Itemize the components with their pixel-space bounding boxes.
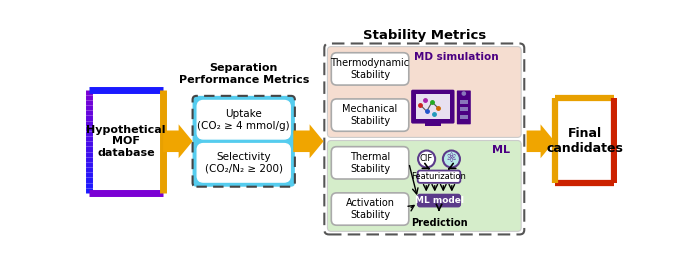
FancyBboxPatch shape [197,100,290,139]
Circle shape [443,150,460,167]
Polygon shape [163,124,192,158]
Text: Selectivity
(CO₂/N₂ ≥ 200): Selectivity (CO₂/N₂ ≥ 200) [205,152,283,174]
Bar [460,107,468,111]
Bar [460,100,468,104]
Text: ML model: ML model [414,196,464,205]
FancyBboxPatch shape [411,90,455,124]
Text: Uptake
(CO₂ ≥ 4 mmol/g): Uptake (CO₂ ≥ 4 mmol/g) [197,109,290,131]
Text: Stability Metrics: Stability Metrics [362,29,486,42]
FancyBboxPatch shape [91,92,161,191]
FancyBboxPatch shape [332,147,409,179]
Text: Thermodynamic
Stability: Thermodynamic Stability [330,58,410,80]
Text: Thermal
Stability: Thermal Stability [350,152,390,174]
Text: Final
candidates: Final candidates [546,126,623,155]
FancyBboxPatch shape [332,53,409,85]
FancyBboxPatch shape [418,170,460,183]
FancyBboxPatch shape [332,193,409,225]
Text: ML: ML [492,145,510,155]
FancyBboxPatch shape [197,144,290,182]
Circle shape [418,150,435,167]
Text: CIF: CIF [420,155,433,163]
FancyBboxPatch shape [457,90,471,124]
Text: Prediction: Prediction [411,218,467,227]
Text: Mechanical
Stability: Mechanical Stability [342,104,398,126]
FancyBboxPatch shape [327,141,521,231]
FancyBboxPatch shape [192,96,295,187]
FancyBboxPatch shape [416,94,450,119]
FancyBboxPatch shape [332,99,409,131]
Polygon shape [293,124,323,158]
FancyBboxPatch shape [558,100,612,181]
Bar [460,115,468,119]
FancyBboxPatch shape [418,194,460,207]
Text: MD simulation: MD simulation [414,52,499,62]
Circle shape [462,91,466,96]
Bar [425,123,440,126]
Text: Separation
Performance Metrics: Separation Performance Metrics [179,64,309,85]
Bar [429,121,437,124]
Text: ⚛: ⚛ [446,153,457,165]
FancyBboxPatch shape [327,47,521,138]
FancyBboxPatch shape [324,44,524,234]
Text: Featurization: Featurization [412,172,466,181]
Text: Hypothetical
MOF
database: Hypothetical MOF database [86,125,166,158]
Text: Activation
Stability: Activation Stability [345,198,395,220]
Polygon shape [527,124,554,158]
